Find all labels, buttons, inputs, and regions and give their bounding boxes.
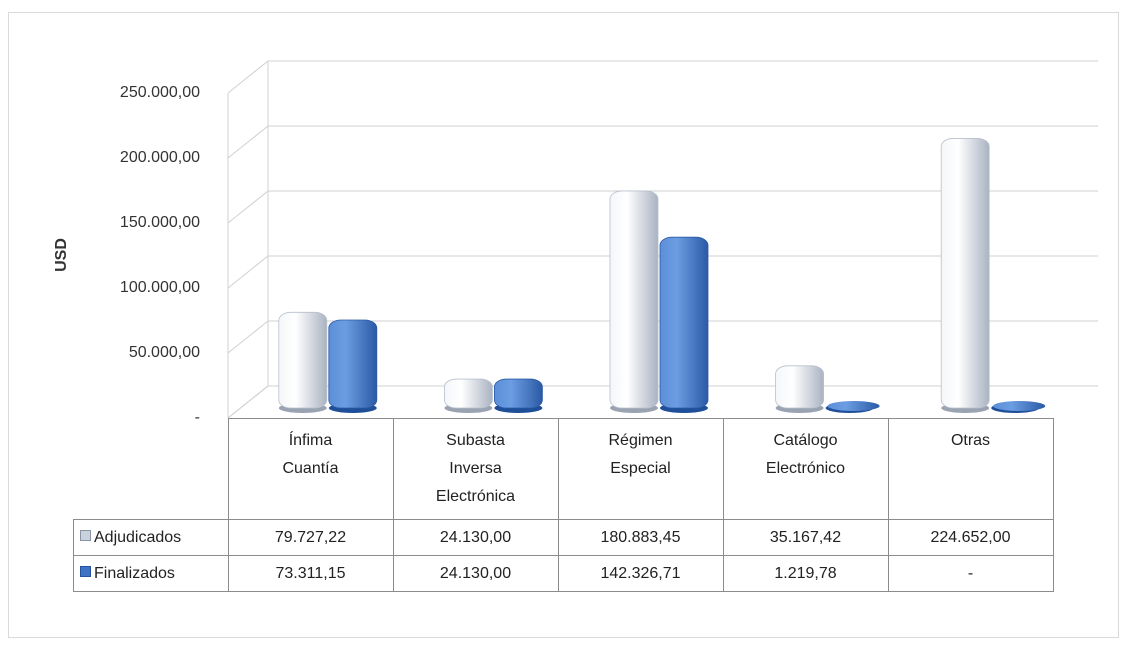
bar: [328, 319, 378, 409]
legend-label: Finalizados: [94, 564, 175, 582]
x-tick-label: Catálogo Electrónico: [765, 432, 846, 477]
bar: [827, 401, 880, 411]
category-cell: Régimen Especial: [557, 418, 724, 520]
bar: [993, 401, 1046, 411]
series-name-cell: Adjudicados: [73, 519, 229, 556]
category-cell: Subasta Inversa Electrónica: [392, 418, 559, 520]
table-row: Finalizados 73.311,15 24.130,00 142.326,71 1…: [73, 555, 1054, 592]
bar: [278, 311, 328, 409]
category-cell: Ínfima Cuantía: [227, 418, 394, 520]
grid-line: [227, 255, 269, 289]
series-name-cell: Finalizados: [73, 555, 229, 592]
value-cell: 79.727,22: [227, 519, 394, 556]
category-cell: Catálogo Electrónico: [722, 418, 889, 520]
value-cell: 180.883,45: [557, 519, 724, 556]
table-header: Ínfima Cuantía Subasta Inversa Electrónic…: [73, 418, 1054, 520]
legend-key: [80, 529, 91, 541]
grid-line: [227, 190, 269, 224]
bar: [609, 190, 659, 409]
grid-line: [227, 60, 269, 94]
legend-key: [80, 565, 91, 577]
value-cell: 142.326,71: [557, 555, 724, 592]
y-tick-label: 250.000,00: [120, 84, 200, 101]
y-tick-label: 150.000,00: [120, 214, 200, 231]
chart-frame: [8, 12, 1119, 638]
legend-label: Adjudicados: [94, 528, 182, 546]
bar: [493, 378, 543, 409]
value-cell: -: [887, 555, 1054, 592]
x-tick-label: Subasta Inversa Electrónica: [435, 432, 516, 505]
bar: [775, 365, 824, 409]
bar: [659, 236, 709, 409]
table-row: Adjudicados 79.727,22 24.130,00 180.883,45 3…: [73, 519, 1054, 556]
y-tick-label: 50.000,00: [129, 344, 200, 361]
value-cell: 35.167,42: [722, 519, 889, 556]
x-tick-label: Ínfima Cuantía: [282, 432, 339, 477]
x-tick-label: Otras: [950, 432, 991, 449]
value-cell: 24.130,00: [392, 555, 559, 592]
table-corner: [73, 418, 229, 520]
value-cell: 1.219,78: [722, 555, 889, 592]
y-tick-label: 200.000,00: [120, 149, 200, 166]
value-cell: 73.311,15: [227, 555, 394, 592]
grid-line: [227, 125, 269, 159]
x-tick-label: Régimen Especial: [608, 432, 673, 477]
grid-line: [227, 320, 269, 354]
data-table: Ínfima Cuantía Subasta Inversa Electrónic…: [73, 418, 1054, 592]
value-cell: 24.130,00: [392, 519, 559, 556]
y-tick-label: 100.000,00: [120, 279, 200, 296]
y-tick-label: -: [195, 409, 200, 426]
value-cell: 224.652,00: [887, 519, 1054, 556]
bar: [443, 378, 493, 409]
y-axis-title: USD: [53, 238, 70, 272]
bar: [940, 138, 990, 409]
category-cell: Otras: [887, 418, 1054, 520]
